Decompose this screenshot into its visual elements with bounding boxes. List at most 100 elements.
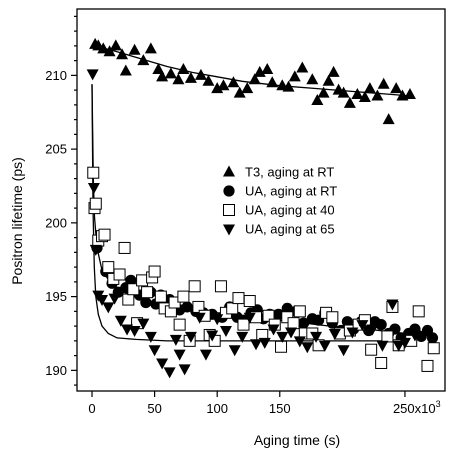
data-point [122, 293, 135, 306]
data-point [282, 80, 295, 92]
data-point [248, 73, 261, 85]
data-point [148, 345, 161, 357]
legend-label: UA, aging at RT [245, 184, 337, 199]
data-point [266, 76, 279, 88]
data-point [233, 86, 246, 98]
data-point [214, 280, 227, 293]
data-point [192, 300, 205, 313]
y-tick-label: 200 [45, 215, 67, 230]
data-point [173, 318, 186, 331]
data-point [219, 326, 232, 338]
data-point [403, 88, 416, 100]
data-point [141, 286, 154, 299]
data-point [144, 42, 157, 54]
data-point [119, 64, 132, 76]
data-point [163, 367, 176, 379]
data-point [96, 295, 109, 307]
data-point [285, 327, 298, 339]
data-point [363, 82, 376, 94]
data-point [293, 336, 306, 348]
x-axis-title: Aging time (s) [254, 432, 340, 448]
x-tick-label: 0 [88, 401, 95, 416]
y-tick-label: 190 [45, 363, 67, 378]
data-point [116, 48, 129, 60]
data-point [89, 197, 102, 210]
data-point [306, 73, 319, 85]
data-point [118, 241, 131, 254]
fit-curve-1 [94, 45, 411, 97]
data-point [310, 331, 323, 343]
data-point [125, 274, 137, 286]
data-point [241, 82, 254, 94]
data-point [322, 74, 335, 86]
data-point [341, 316, 353, 328]
data-point [337, 86, 350, 98]
data-points [86, 37, 440, 379]
data-point [408, 330, 421, 342]
data-point [97, 42, 110, 54]
y-tick-label: 205 [45, 142, 67, 157]
legend-label: UA, aging at 40 [245, 203, 335, 218]
data-point [346, 327, 359, 339]
data-point [113, 268, 126, 281]
data-point [89, 244, 102, 256]
data-point [262, 309, 275, 322]
data-point [377, 77, 390, 89]
data-point [137, 54, 150, 66]
data-point [375, 319, 387, 331]
data-point [249, 339, 262, 351]
data-point [184, 331, 197, 343]
data-point [154, 290, 167, 303]
data-point [152, 62, 165, 74]
data-point [281, 302, 293, 315]
data-point [181, 301, 193, 313]
data-point [206, 330, 219, 342]
data-point [243, 312, 256, 324]
data-point [258, 337, 271, 349]
data-point [275, 340, 288, 353]
data-point [202, 74, 215, 86]
data-point [261, 62, 274, 74]
data-point [102, 261, 115, 274]
data-point [293, 305, 306, 318]
data-point [177, 290, 190, 303]
data-point [98, 228, 111, 241]
data-point [376, 340, 389, 352]
data-point [366, 324, 379, 336]
y-axis: 190 195 200 205 210 [45, 15, 77, 386]
data-point [287, 317, 300, 330]
x-axis: 0 50 100 150 250x103 [88, 391, 441, 416]
data-point [232, 292, 245, 305]
data-point [318, 340, 331, 352]
data-point [243, 295, 256, 308]
data-point [103, 45, 116, 57]
data-point [109, 39, 122, 51]
data-point [211, 82, 224, 94]
data-point [253, 65, 266, 77]
data-point [365, 343, 378, 356]
series-4 [86, 69, 421, 379]
data-point [301, 342, 314, 354]
legend-label: UA, aging at 65 [245, 222, 335, 237]
legend-marker [223, 185, 235, 197]
data-point [343, 96, 356, 108]
x-tick-label: 100 [206, 401, 228, 416]
data-point [421, 359, 434, 372]
data-point [227, 76, 240, 88]
data-point [169, 334, 182, 346]
legend-marker [223, 165, 235, 177]
y-tick-label: 210 [45, 68, 67, 83]
data-point [199, 349, 212, 361]
data-point [136, 274, 149, 287]
data-point [317, 86, 330, 98]
data-point [398, 337, 411, 349]
x-tick-label: 250x103 [393, 399, 441, 416]
data-point [148, 265, 161, 278]
data-point [326, 311, 339, 324]
data-point [288, 70, 301, 82]
data-point [382, 113, 395, 125]
data-point [297, 317, 310, 329]
y-axis-title: Positron lifetime (ps) [9, 157, 25, 285]
data-point [337, 345, 350, 357]
